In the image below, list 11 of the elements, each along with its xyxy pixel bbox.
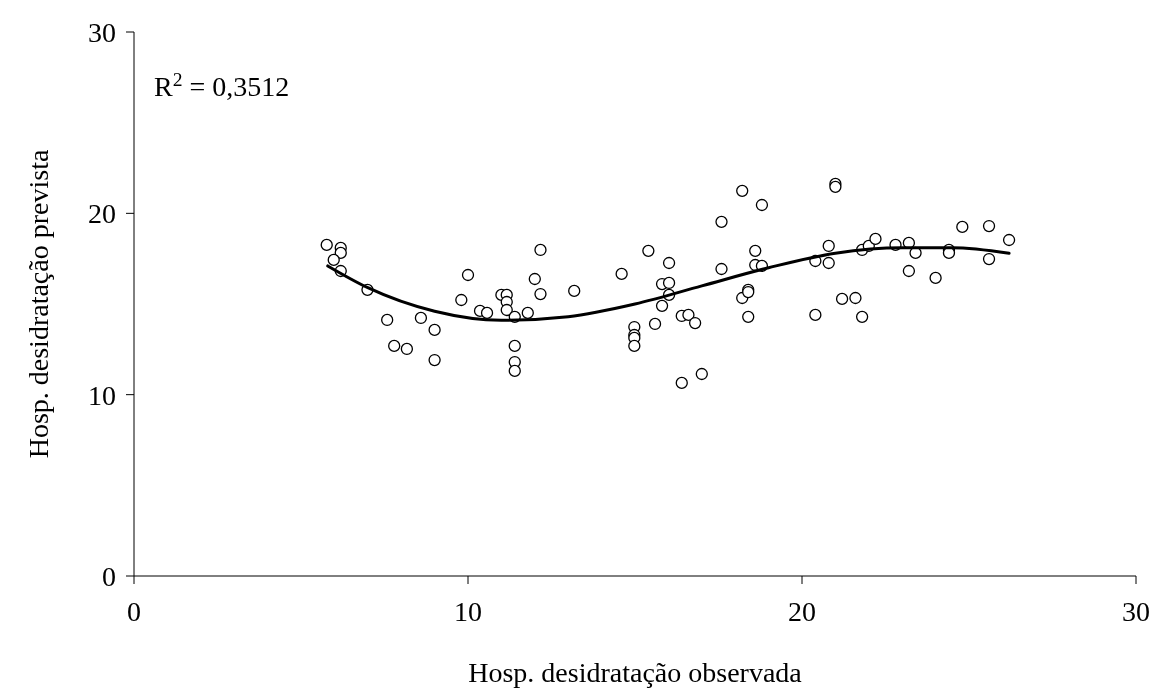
- x-tick-label: 30: [1122, 596, 1150, 627]
- annotation: R$^{2}$ = 0,3512: [154, 68, 290, 102]
- y-axis-title: Hosp. desidratação prevista: [23, 149, 54, 459]
- x-axis-title: Hosp. desidratação observada: [468, 657, 803, 688]
- y-tick-label: 0: [102, 561, 116, 592]
- y-tick-label: 10: [88, 379, 116, 411]
- x-tick-label: 0: [127, 596, 141, 627]
- y-tick-label: 30: [88, 17, 116, 48]
- y-tick-label: 20: [88, 198, 116, 230]
- x-tick-label: 20: [788, 596, 816, 627]
- x-tick-label: 10: [454, 596, 482, 627]
